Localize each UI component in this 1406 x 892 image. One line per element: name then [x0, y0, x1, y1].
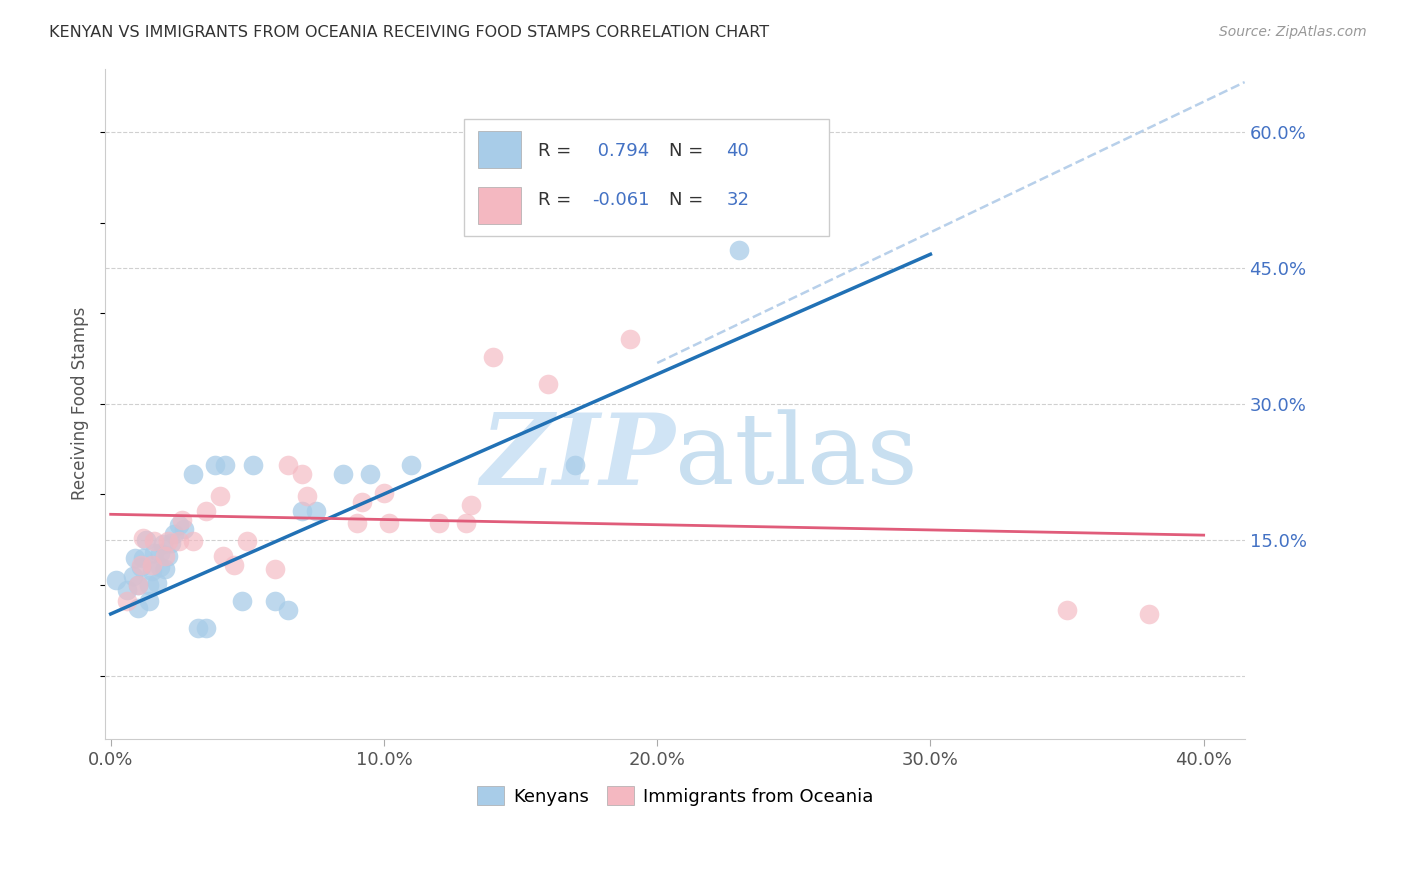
Point: [135, 533, 157, 547]
Point: [399, 458, 422, 473]
Point: [204, 458, 226, 473]
Point: [121, 569, 143, 583]
Point: [304, 504, 326, 518]
Point: [263, 562, 285, 576]
Point: [155, 549, 177, 563]
Text: R =: R =: [538, 142, 578, 160]
Text: N =: N =: [669, 142, 709, 160]
Point: [173, 522, 195, 536]
Point: [332, 467, 354, 482]
Text: N =: N =: [669, 191, 709, 210]
Point: [537, 376, 560, 391]
Point: [231, 594, 253, 608]
Point: [157, 534, 180, 549]
Point: [170, 513, 193, 527]
Point: [124, 550, 146, 565]
Text: ZIP: ZIP: [479, 409, 675, 506]
Point: [346, 516, 368, 531]
Point: [619, 332, 641, 346]
Point: [157, 549, 180, 563]
Point: [149, 559, 172, 574]
Point: [132, 550, 155, 565]
Point: [427, 516, 450, 531]
Point: [373, 485, 395, 500]
Point: [141, 565, 163, 579]
Point: [208, 489, 231, 503]
Text: R =: R =: [538, 191, 578, 210]
Point: [187, 622, 209, 636]
Point: [222, 558, 245, 572]
Point: [352, 494, 374, 508]
Point: [359, 467, 381, 482]
Point: [195, 504, 218, 518]
Point: [138, 594, 160, 608]
Point: [152, 537, 174, 551]
Point: [460, 498, 482, 512]
Point: [146, 576, 169, 591]
Point: [132, 531, 155, 545]
Text: 0.794: 0.794: [592, 142, 650, 160]
Point: [236, 534, 259, 549]
Point: [129, 559, 152, 574]
Point: [143, 546, 166, 560]
Point: [181, 534, 204, 549]
Point: [277, 458, 299, 473]
Point: [181, 467, 204, 482]
Point: [149, 546, 172, 560]
Point: [115, 594, 138, 608]
Legend: Kenyans, Immigrants from Oceania: Kenyans, Immigrants from Oceania: [470, 779, 880, 813]
Point: [159, 536, 181, 550]
Point: [167, 518, 190, 533]
Point: [127, 578, 149, 592]
Point: [482, 350, 505, 364]
Point: [162, 527, 184, 541]
FancyBboxPatch shape: [478, 131, 522, 168]
FancyBboxPatch shape: [478, 187, 522, 224]
Text: -0.061: -0.061: [592, 191, 650, 210]
Point: [155, 562, 177, 576]
Point: [195, 622, 218, 636]
Point: [378, 516, 401, 531]
Point: [1056, 603, 1078, 617]
Point: [167, 534, 190, 549]
Point: [214, 458, 236, 473]
Point: [564, 458, 586, 473]
Point: [143, 534, 166, 549]
Point: [291, 467, 314, 482]
Point: [127, 578, 149, 592]
Point: [263, 594, 285, 608]
Text: Source: ZipAtlas.com: Source: ZipAtlas.com: [1219, 25, 1367, 39]
Point: [211, 549, 233, 563]
Text: KENYAN VS IMMIGRANTS FROM OCEANIA RECEIVING FOOD STAMPS CORRELATION CHART: KENYAN VS IMMIGRANTS FROM OCEANIA RECEIV…: [49, 25, 769, 40]
Y-axis label: Receiving Food Stamps: Receiving Food Stamps: [72, 307, 89, 500]
Point: [1137, 607, 1160, 621]
Point: [297, 489, 319, 503]
Point: [728, 243, 751, 257]
FancyBboxPatch shape: [464, 119, 828, 236]
Point: [242, 458, 264, 473]
Point: [115, 582, 138, 597]
Point: [105, 574, 128, 588]
Point: [454, 516, 477, 531]
Text: atlas: atlas: [675, 409, 918, 505]
Point: [141, 558, 163, 572]
Point: [138, 578, 160, 592]
Text: 32: 32: [727, 191, 749, 210]
Point: [129, 558, 152, 572]
Point: [277, 603, 299, 617]
Point: [783, 188, 806, 202]
Point: [291, 504, 314, 518]
Text: 40: 40: [727, 142, 749, 160]
Point: [127, 600, 149, 615]
